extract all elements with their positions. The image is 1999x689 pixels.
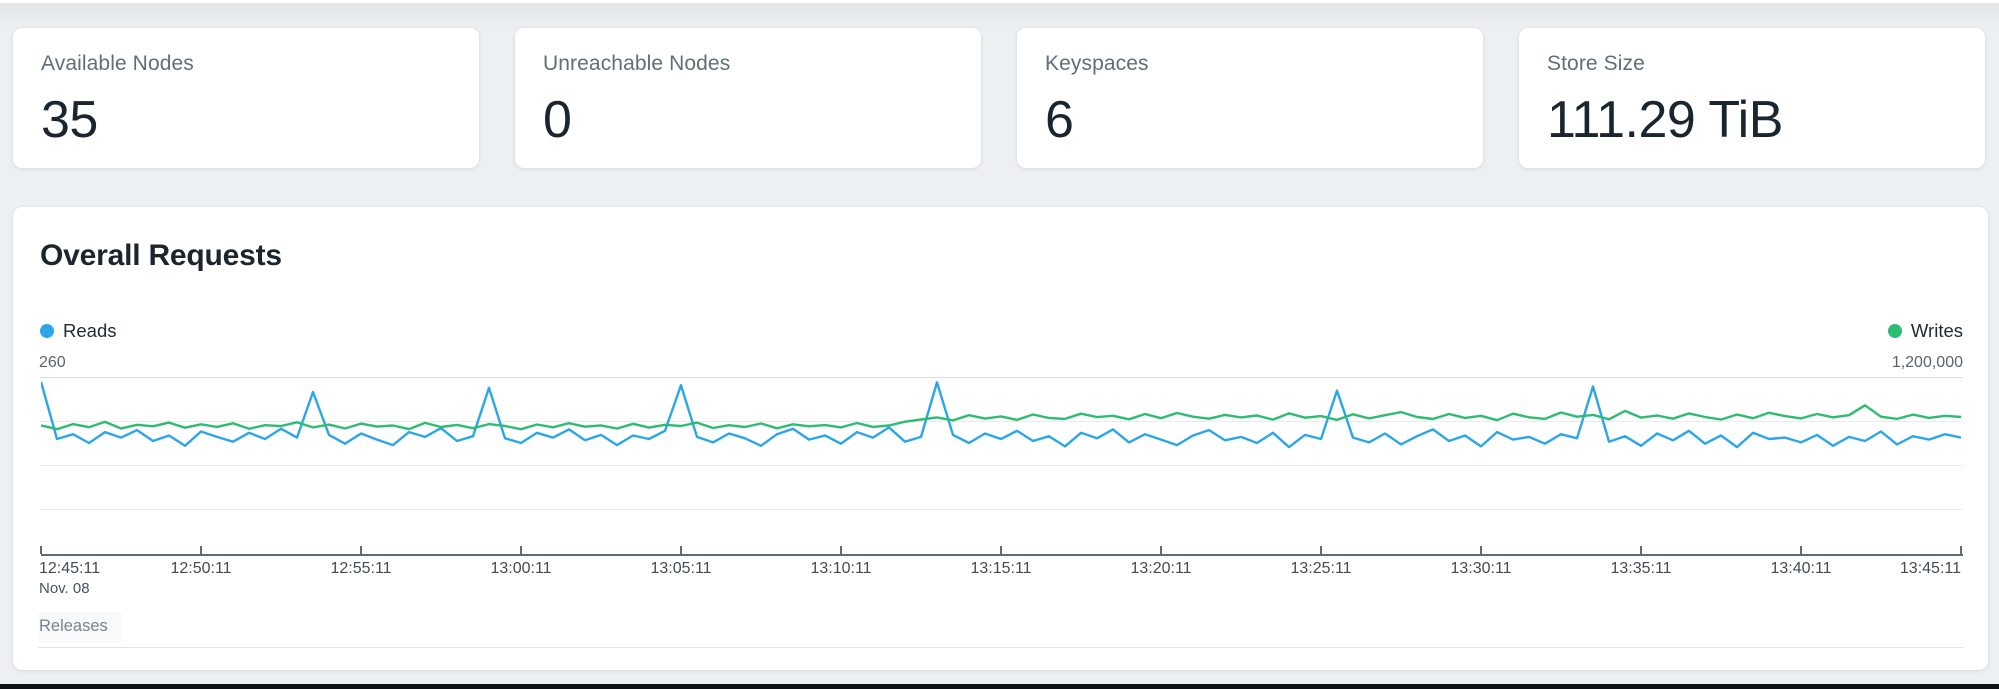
releases-label: Releases xyxy=(38,612,122,643)
chart-title: Overall Requests xyxy=(40,239,282,272)
x-axis-tick-label: 13:05:11 xyxy=(650,560,712,577)
reads-legend-label: Reads xyxy=(63,320,117,341)
x-axis-tick-label: 12:50:11 xyxy=(170,560,232,577)
x-axis-tick xyxy=(360,546,362,554)
x-axis-tick xyxy=(1160,546,1162,554)
stat-card-available-nodes: Available Nodes 35 xyxy=(13,28,479,168)
x-axis-tick-label: 13:45:11 xyxy=(1899,560,1961,577)
x-axis-tick-label: 13:20:11 xyxy=(1130,560,1192,577)
writes-legend-label: Writes xyxy=(1910,320,1963,341)
releases-separator xyxy=(38,647,1963,648)
stat-value: 0 xyxy=(543,91,572,149)
right-axis-max-label: 1,200,000 xyxy=(1891,354,1963,371)
stat-card-store-size: Store Size 111.29 TiB xyxy=(1519,28,1985,168)
gridline xyxy=(40,465,1963,466)
stat-value: 111.29 TiB xyxy=(1547,91,1783,149)
legend-writes[interactable]: Writes xyxy=(1887,320,1963,342)
x-axis-tick-label: 13:10:11 xyxy=(810,560,872,577)
x-axis-tick xyxy=(840,546,842,554)
next-panel-edge xyxy=(0,684,1999,689)
series-line-reads xyxy=(41,381,1961,449)
x-axis-line xyxy=(41,554,1963,556)
stat-label: Store Size xyxy=(1547,52,1645,75)
x-axis-tick xyxy=(680,546,682,554)
stat-label: Keyspaces xyxy=(1045,52,1149,75)
x-axis-tick xyxy=(520,546,522,554)
x-axis-tick-label: 12:55:11 xyxy=(330,560,392,577)
writes-legend-dot xyxy=(1887,324,1902,338)
x-axis-tick-label: 13:30:11 xyxy=(1450,560,1512,577)
top-shade xyxy=(0,3,1999,29)
stat-card-unreachable-nodes: Unreachable Nodes 0 xyxy=(515,28,981,168)
x-axis-tick xyxy=(1000,546,1002,554)
x-axis-date-label: Nov. 08 xyxy=(39,580,90,597)
x-axis-tick xyxy=(1960,546,1962,554)
gridline xyxy=(40,509,1963,510)
gridline xyxy=(40,421,1963,422)
stat-card-keyspaces: Keyspaces 6 xyxy=(1017,28,1483,168)
stat-label: Available Nodes xyxy=(41,52,194,75)
x-axis-tick xyxy=(200,546,202,554)
x-axis-tick xyxy=(1640,546,1642,554)
x-axis-tick-label: 13:00:11 xyxy=(490,560,552,577)
stat-value: 35 xyxy=(41,91,98,149)
x-axis-tick-label: 12:45:11 xyxy=(39,560,101,577)
x-axis-tick-label: 13:25:11 xyxy=(1290,560,1352,577)
x-axis-tick-label: 13:35:11 xyxy=(1610,560,1672,577)
x-axis-tick xyxy=(1320,546,1322,554)
overall-requests-panel: Overall Requests Reads Writes 260 1,200,… xyxy=(13,207,1988,670)
x-axis-tick xyxy=(1480,546,1482,554)
x-axis-tick-label: 13:40:11 xyxy=(1770,560,1832,577)
stat-value: 6 xyxy=(1045,91,1074,149)
left-axis-max-label: 260 xyxy=(39,354,66,371)
stat-label: Unreachable Nodes xyxy=(543,52,731,75)
reads-legend-dot xyxy=(40,324,54,338)
gridline-top xyxy=(40,377,1963,378)
releases-row: Releases xyxy=(38,612,122,643)
x-axis-tick xyxy=(40,546,42,554)
top-edge-strip xyxy=(0,0,1999,3)
x-axis-tick-label: 13:15:11 xyxy=(970,560,1032,577)
chart-plot[interactable] xyxy=(41,377,1961,554)
x-axis-tick xyxy=(1800,546,1802,554)
legend-reads[interactable]: Reads xyxy=(40,320,116,342)
series-line-writes xyxy=(41,404,1961,431)
